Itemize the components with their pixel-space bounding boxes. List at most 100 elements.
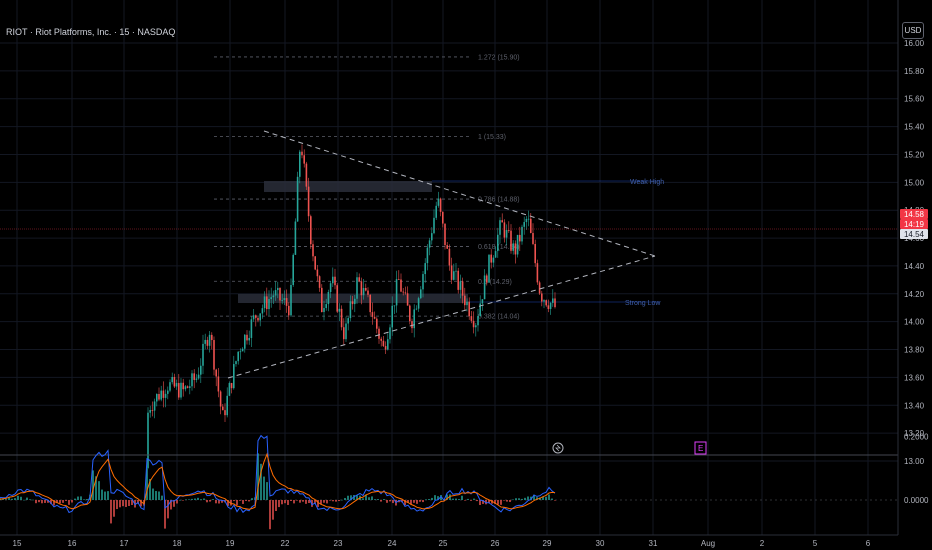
- macd-histogram-bar: [350, 495, 352, 500]
- time-tick-label: 15: [13, 539, 22, 548]
- macd-histogram-bar: [374, 499, 376, 500]
- last-price-tag: 14.58: [900, 209, 928, 219]
- indicator-axis[interactable]: 0.2000 0.0000: [904, 432, 929, 505]
- candle-body: [400, 279, 402, 292]
- time-tick-label: 2: [760, 539, 765, 548]
- candle-body: [281, 300, 283, 301]
- candle-body: [387, 339, 389, 350]
- macd-histogram-bar: [515, 498, 517, 500]
- candle-body: [486, 275, 488, 283]
- candle-body: [378, 328, 380, 339]
- fib-retracement[interactable]: 1.272 (15.90) 1 (15.33) 0.786 (14.88) 0.618…: [214, 54, 520, 321]
- macd-histogram-bar: [338, 500, 340, 502]
- candle-body: [316, 269, 319, 277]
- candle-body: [426, 247, 429, 264]
- candle-body: [215, 369, 217, 377]
- candle-body: [228, 383, 231, 396]
- candle-body: [307, 186, 310, 217]
- macd-histogram-bar: [347, 495, 349, 500]
- candle-body: [343, 327, 345, 340]
- symbol-title[interactable]: RIOT · Riot Platforms, Inc. · 15 · NASDA…: [6, 27, 176, 37]
- candle-body: [206, 339, 209, 346]
- candle-body: [494, 251, 497, 258]
- fib-level-label: 1 (15.33): [478, 134, 506, 141]
- candle-body: [255, 315, 257, 318]
- currency-button[interactable]: USD: [902, 22, 924, 39]
- candle-body: [514, 243, 517, 255]
- candle-body: [459, 281, 462, 290]
- strong-low-label: Strong Low: [625, 300, 661, 307]
- macd-histogram-bar: [554, 500, 556, 501]
- price-tick-label: 14.40: [904, 262, 925, 271]
- macd-histogram-bar: [173, 500, 175, 507]
- macd-histogram-bar: [251, 498, 253, 500]
- macd-histogram-bar: [512, 499, 514, 501]
- macd-histogram-bar: [356, 495, 358, 500]
- time-tick-label: Aug: [701, 539, 715, 548]
- macd-histogram-bar: [476, 500, 478, 502]
- candle-body: [314, 256, 316, 270]
- macd-histogram-bar: [497, 500, 499, 505]
- macd-histogram-bar: [260, 463, 262, 500]
- macd-histogram-bar: [116, 500, 118, 510]
- macd-histogram-bar: [437, 496, 439, 500]
- macd-histogram-bar: [473, 498, 475, 500]
- macd-histogram-bar: [182, 500, 184, 501]
- macd-histogram-bar: [398, 500, 400, 503]
- macd-histogram-bar: [50, 500, 52, 505]
- price-axis[interactable]: 16.0015.8015.6015.4015.2015.0014.8014.60…: [904, 39, 925, 466]
- macd-histogram-bar: [392, 500, 394, 504]
- candle-body: [327, 292, 330, 305]
- triangle-pattern[interactable]: [227, 130, 656, 379]
- candle-body: [435, 205, 437, 218]
- candle-body: [178, 383, 180, 398]
- candle-body: [402, 291, 404, 293]
- macd-histogram-bar: [80, 496, 82, 500]
- macd-histogram-bar: [500, 500, 502, 505]
- macd-histogram-bar: [98, 481, 100, 500]
- candle-body: [345, 323, 347, 340]
- candle-body: [270, 297, 272, 300]
- upper-trend-line: [263, 130, 656, 257]
- candle-body: [268, 299, 270, 310]
- macd-histogram-bar: [164, 500, 166, 529]
- secondary-price-tag: 14.54: [900, 229, 928, 239]
- time-axis[interactable]: 15 16 17 18 19 22 23 24 25 26 29 30 31 Aug 2 5 6: [13, 539, 871, 548]
- macd-histogram-bar: [155, 491, 157, 500]
- candlestick-series[interactable]: [147, 144, 556, 470]
- candle-body: [541, 293, 543, 302]
- candle-body: [428, 240, 431, 248]
- candle-body: [477, 316, 479, 326]
- macd-histogram-bar: [215, 500, 217, 504]
- candle-body: [312, 244, 314, 257]
- macd-histogram-bar: [455, 498, 457, 500]
- macd-histogram-bar: [233, 500, 235, 502]
- candle-body: [552, 298, 554, 303]
- price-tick-label: 13.20: [904, 429, 925, 438]
- macd-histogram-bar: [524, 497, 526, 500]
- macd-histogram-bar: [461, 495, 463, 500]
- price-tick-label: 16.00: [904, 39, 925, 48]
- candle-body: [360, 281, 363, 296]
- candle-body: [277, 287, 279, 291]
- candle-body: [444, 223, 446, 246]
- macd-histogram-bar: [140, 500, 142, 507]
- macd-histogram-bar: [422, 500, 424, 503]
- macd-histogram-bar: [503, 500, 505, 501]
- candle-body: [543, 300, 545, 302]
- candle-body: [497, 234, 499, 252]
- candle-body: [365, 287, 367, 291]
- macd-histogram-bar: [518, 498, 520, 500]
- macd-histogram-bar: [269, 500, 271, 530]
- fib-level-label: 0.382 (14.04): [478, 314, 520, 321]
- event-markers[interactable]: E: [552, 441, 707, 455]
- macd-histogram-bar: [125, 500, 127, 508]
- candle-body: [153, 401, 156, 411]
- macd-histogram-bar: [293, 500, 295, 504]
- macd-indicator[interactable]: [0, 434, 898, 530]
- candle-body: [224, 410, 226, 416]
- candle-body: [376, 318, 378, 329]
- macd-histogram-bar: [299, 500, 301, 503]
- price-tick-label: 15.40: [904, 123, 925, 132]
